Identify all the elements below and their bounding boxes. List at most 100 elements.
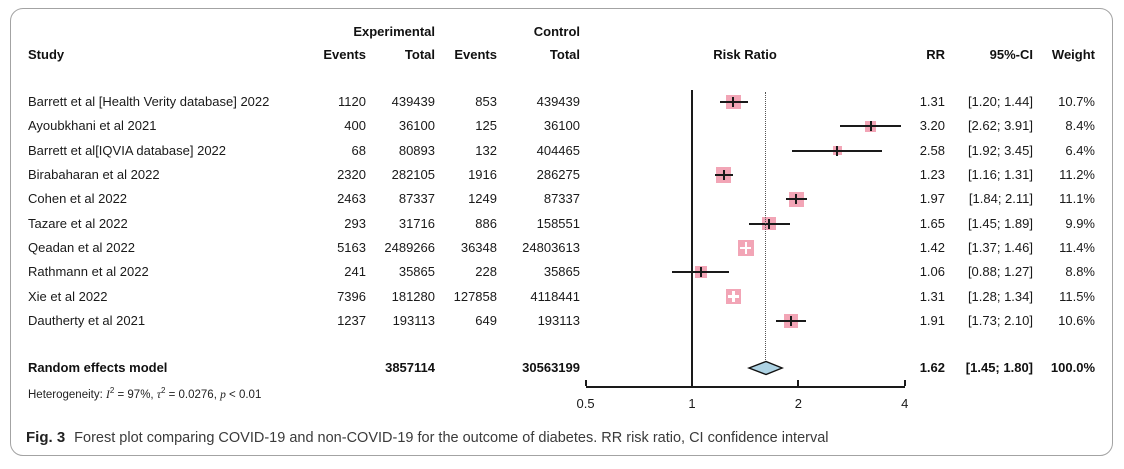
weight-value: 11.2% (1059, 166, 1095, 182)
het-i-value: = 97%, (117, 388, 154, 401)
rr-value: 3.20 (919, 118, 945, 134)
het-tau-value: = 0.0276, (168, 388, 217, 401)
ctrl-total-value: 193113 (537, 312, 580, 328)
rr-value: 1.23 (919, 166, 945, 182)
het-label: Heterogeneity: (28, 388, 103, 401)
point-estimate-tick (699, 267, 702, 278)
ctrl-total-value: 87337 (543, 191, 580, 207)
ci-value: [1.45; 1.89] (967, 215, 1033, 231)
rr-value: 1.06 (919, 264, 945, 280)
exp-events-value: 1120 (338, 94, 366, 109)
heterogeneity-note: Heterogeneity: I2 = 97%, τ2 = 0.0276, p … (28, 386, 261, 401)
point-estimate-tick (767, 218, 770, 229)
exp-events-value: 400 (344, 118, 366, 134)
exp-total-value: 181280 (391, 288, 435, 304)
rr-value: 1.91 (919, 312, 945, 328)
ctrl-total-value: 36100 (543, 118, 580, 134)
x-axis-tick (797, 380, 800, 386)
weight-value: 10.6% (1058, 312, 1095, 328)
exp-events-value: 7396 (337, 288, 366, 304)
exp-events-value: 241 (344, 264, 366, 280)
col-group-control: Control (533, 24, 580, 39)
exp-total-value: 87337 (398, 191, 435, 207)
ctrl-events-value: 132 (475, 142, 497, 158)
point-estimate-tick (790, 315, 793, 326)
study-label: Dautherty et al 2021 (28, 312, 146, 328)
ctrl-total-value: 286275 (536, 166, 580, 182)
weight-value: 11.1% (1059, 191, 1095, 207)
col-header-ctrl-events: Events (454, 47, 497, 62)
ctrl-total-value: 24803613 (522, 239, 580, 255)
ci-value: [1.28; 1.34] (967, 288, 1033, 304)
exp-total-value: 80893 (398, 142, 435, 158)
ci-value: [1.73; 2.10] (967, 312, 1033, 328)
ctrl-total-value: 158551 (536, 215, 580, 231)
ci-value: [1.16; 1.31] (967, 166, 1033, 182)
ctrl-total-value: 35865 (543, 264, 580, 280)
pooled-label: Random effects model (28, 360, 168, 375)
x-axis-tick-label: 1 (688, 396, 696, 411)
x-axis-line (585, 386, 905, 388)
study-label: Tazare et al 2022 (28, 215, 128, 231)
ci-value: [2.62; 3.91] (967, 118, 1033, 134)
weight-value: 11.4% (1059, 239, 1095, 255)
ci-value: [1.92; 3.45] (967, 142, 1033, 158)
ctrl-events-value: 125 (475, 118, 497, 134)
ctrl-total-value: 4118441 (530, 288, 580, 304)
pooled-weight-value: 100.0% (1050, 360, 1095, 375)
study-label: Cohen et al 2022 (28, 191, 128, 207)
figure-caption: Fig. 3 Forest plot comparing COVID-19 and… (26, 429, 829, 446)
weight-value: 11.5% (1059, 288, 1095, 304)
ci-value: [1.37; 1.46] (967, 239, 1033, 255)
exp-total-value: 282105 (391, 166, 435, 182)
pooled-diamond (747, 360, 785, 376)
pooled-ctrl-total: 30563199 (522, 360, 580, 375)
figure-frame (10, 8, 1113, 456)
weight-value: 8.8% (1065, 264, 1095, 280)
het-p-value: < 0.01 (229, 388, 262, 401)
x-axis-tick-label: 4 (901, 396, 909, 411)
het-p-symbol: p (220, 388, 226, 401)
het-tau-symbol: τ (156, 388, 161, 401)
rr-value: 1.42 (919, 239, 945, 255)
rr-value: 1.31 (919, 288, 945, 304)
ctrl-total-value: 404465 (536, 142, 580, 158)
marker-plus-v (744, 242, 748, 254)
ci-value: [0.88; 1.27] (967, 264, 1033, 280)
study-label: Rathmann et al 2022 (28, 264, 149, 280)
exp-total-value: 193113 (392, 312, 435, 328)
pooled-dotted-line (765, 92, 767, 360)
weight-value: 6.4% (1065, 142, 1095, 158)
weight-value: 10.7% (1058, 94, 1095, 109)
rr-value: 1.65 (919, 215, 945, 231)
point-estimate-tick (869, 121, 872, 132)
exp-events-value: 68 (351, 142, 366, 158)
exp-total-value: 439439 (391, 94, 435, 109)
rr-value: 1.31 (919, 94, 945, 109)
col-header-exp-events: Events (323, 47, 366, 62)
reference-line (691, 90, 693, 387)
marker-plus-v (732, 291, 735, 303)
exp-total-value: 2489266 (384, 239, 435, 255)
ci-value: [1.20; 1.44] (967, 94, 1033, 109)
pooled-rr-value: 1.62 (919, 360, 945, 375)
ci-value: [1.84; 2.11] (968, 191, 1033, 207)
rr-value: 2.58 (919, 142, 945, 158)
exp-events-value: 2463 (337, 191, 366, 207)
het-i-sup: 2 (109, 386, 115, 395)
study-label: Barrett et al [Health Verity database] 2… (28, 94, 270, 109)
col-header-ctrl-total: Total (549, 47, 580, 62)
ctrl-events-value: 127858 (453, 288, 497, 304)
study-label: Ayoubkhani et al 2021 (28, 118, 157, 134)
exp-total-value: 35865 (398, 264, 435, 280)
ctrl-events-value: 1916 (468, 166, 497, 182)
rr-value: 1.97 (919, 191, 945, 207)
point-estimate-tick (732, 97, 735, 107)
x-axis-tick (584, 380, 587, 386)
ctrl-total-value: 439439 (536, 94, 580, 109)
exp-total-value: 31716 (398, 215, 435, 231)
x-axis-tick (691, 380, 693, 386)
caption-text: Forest plot comparing COVID-19 and non-C… (74, 430, 829, 446)
caption-label: Fig. 3 (26, 429, 66, 446)
